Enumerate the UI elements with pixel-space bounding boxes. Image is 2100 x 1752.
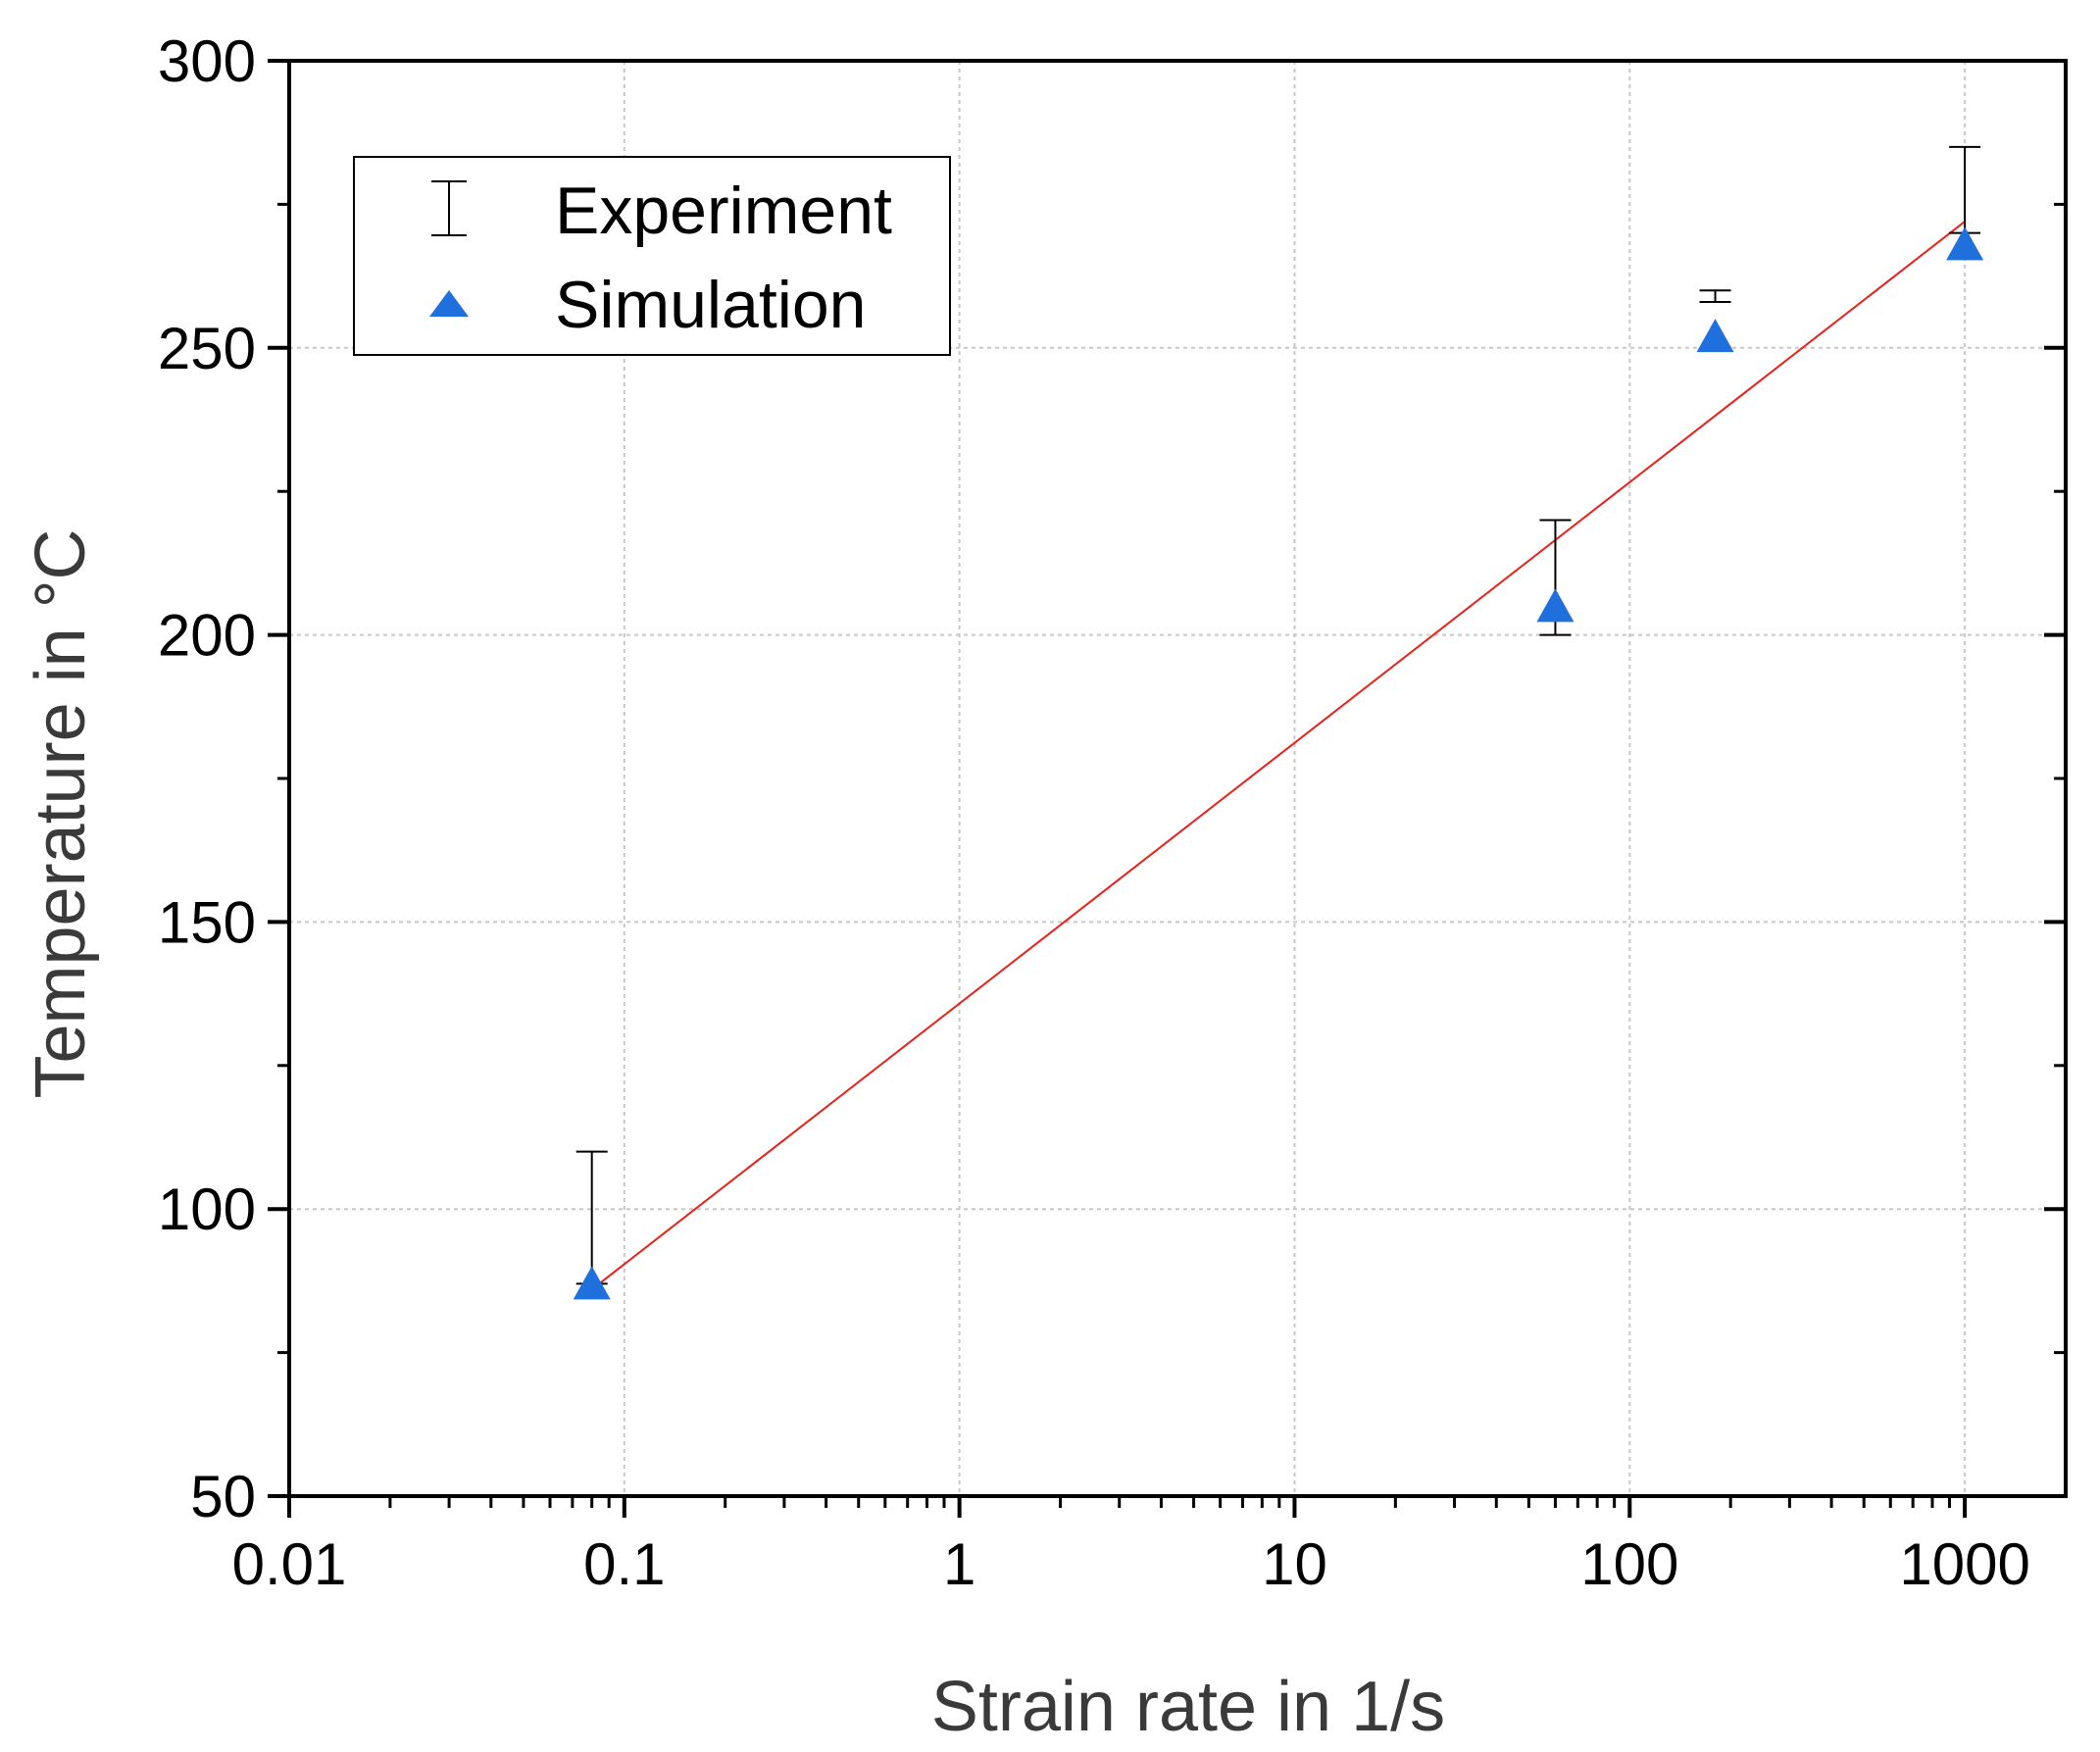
x-axis-title: Strain rate in 1/s — [931, 1668, 1445, 1746]
x-tick-label: 1 — [943, 1531, 975, 1597]
legend-triangle-icon — [429, 290, 469, 317]
x-axis-ticks: 0.01 0.1 1 10 100 1000 — [232, 1496, 2030, 1597]
trend-line — [591, 221, 1966, 1290]
experiment-error-bar — [575, 1150, 608, 1285]
y-axis-title: Temperature in °C — [22, 528, 100, 1098]
x-tick-label: 100 — [1580, 1531, 1678, 1597]
legend: Experiment Simulation — [353, 156, 951, 356]
grid — [289, 61, 2066, 1496]
minor-ticks — [277, 202, 2066, 1508]
y-tick-label: 100 — [158, 1176, 256, 1242]
simulation-point — [1536, 588, 1575, 623]
x-tick-label: 0.01 — [232, 1531, 347, 1597]
experiment-error-bar — [1949, 145, 1981, 234]
y-axis-ticks: 50 100 150 200 250 300 — [158, 28, 2066, 1529]
series — [573, 145, 1984, 1300]
simulation-point — [1696, 319, 1734, 353]
legend-label-experiment: Experiment — [555, 174, 892, 248]
y-tick-label: 200 — [158, 603, 256, 669]
legend-error-bar-icon — [431, 180, 467, 236]
x-tick-label: 1000 — [1899, 1531, 2029, 1597]
y-tick-label: 150 — [158, 889, 256, 955]
simulation-point — [573, 1266, 611, 1300]
x-tick-label: 0.1 — [583, 1531, 665, 1597]
x-tick-label: 10 — [1262, 1531, 1327, 1597]
experiment-error-bar — [1699, 289, 1731, 303]
y-tick-label: 50 — [190, 1464, 256, 1529]
y-tick-label: 250 — [158, 316, 256, 381]
legend-label-simulation: Simulation — [555, 268, 867, 342]
y-tick-label: 300 — [158, 28, 256, 94]
legend-box — [353, 156, 951, 356]
simulation-point — [1946, 226, 1984, 261]
